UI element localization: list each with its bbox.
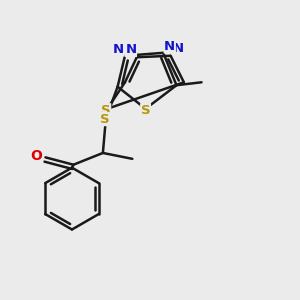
Text: N: N xyxy=(113,43,124,56)
Text: O: O xyxy=(31,149,43,163)
Text: N: N xyxy=(172,42,184,55)
Text: N: N xyxy=(125,44,136,56)
Text: N: N xyxy=(164,40,175,53)
Text: S: S xyxy=(100,112,109,126)
Text: S: S xyxy=(101,104,111,117)
Text: S: S xyxy=(141,104,150,117)
